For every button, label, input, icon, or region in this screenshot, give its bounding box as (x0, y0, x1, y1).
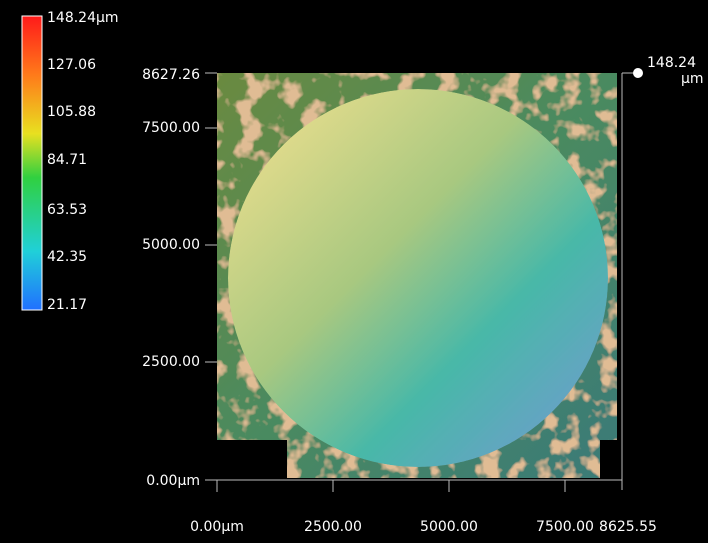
color-scale-label: 148.24µm (47, 10, 119, 26)
marker-value: 148.24 (647, 55, 696, 71)
color-scale-label: 105.88 (47, 104, 96, 120)
y-tick-label: 2500.00 (142, 354, 200, 370)
x-tick-label: 0.00µm (190, 519, 244, 535)
screenshot: 148.24 µm 148.24µm 127.06 105.88 84.71 63.53… (0, 0, 708, 543)
missing-region (217, 440, 287, 480)
color-scale-label: 127.06 (47, 57, 96, 73)
surface-image (217, 73, 620, 480)
x-tick-label: 8625.55 (599, 519, 657, 535)
y-tick-label: 0.00µm (146, 473, 200, 489)
x-tick-label: 5000.00 (420, 519, 478, 535)
missing-region (600, 440, 620, 480)
color-scale-label: 21.17 (47, 297, 87, 313)
y-tick-label: 8627.26 (142, 67, 200, 83)
marker-dot (633, 68, 643, 78)
x-tick-label: 7500.00 (536, 519, 594, 535)
color-scale-bar (22, 16, 42, 310)
sample-disc (228, 89, 608, 467)
x-tick-label: 2500.00 (304, 519, 362, 535)
color-scale-label: 42.35 (47, 249, 87, 265)
y-tick-label: 5000.00 (142, 237, 200, 253)
marker-unit: µm (681, 71, 704, 87)
y-tick-label: 7500.00 (142, 120, 200, 136)
color-scale-label: 63.53 (47, 202, 87, 218)
color-scale-label: 84.71 (47, 152, 87, 168)
